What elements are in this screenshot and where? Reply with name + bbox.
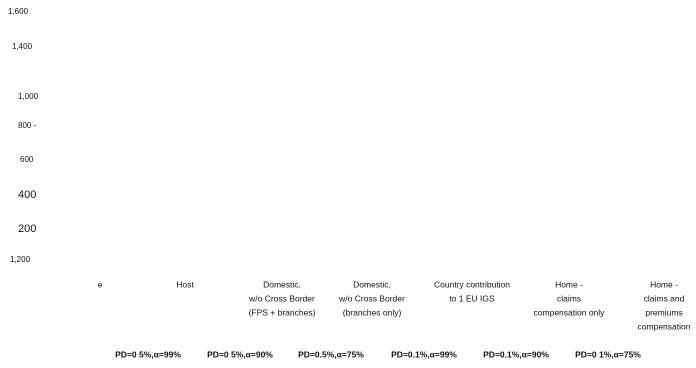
series-label: PD=0.1%,α=99% <box>391 349 457 359</box>
series-label: PD=0 5%,α=99% <box>115 349 181 359</box>
x-tick-label: to 1 EU IGS <box>449 293 495 303</box>
x-tick-label: (FPS + branches) <box>249 307 316 317</box>
x-tick-label: Host <box>176 279 194 289</box>
x-tick-label: compensation <box>638 321 691 331</box>
x-tick-label: premiums <box>645 307 682 317</box>
x-tick-label: Domestic, <box>263 279 301 289</box>
y-tick-label: 1,000 <box>18 92 39 101</box>
x-tick-label: Home - <box>650 279 678 289</box>
y-tick-label: 600 <box>20 155 34 164</box>
series-label: PD=0 5%,α=90% <box>207 349 273 359</box>
y-tick-label: 1,400 <box>12 42 33 51</box>
y-tick-label: 800 - <box>18 121 37 130</box>
series-label: PD=0 1%,α=75% <box>575 349 641 359</box>
x-tick-label: Domestic, <box>353 279 391 289</box>
series-label: PD=0.5%,α=75% <box>298 349 364 359</box>
x-tick-label: e <box>98 279 103 289</box>
y-tick-label: 200 <box>18 223 36 235</box>
x-tick-label: Home - <box>555 279 583 289</box>
series-label: PD=0.1%,α=90% <box>483 349 549 359</box>
y-tick-label: 1,200 <box>10 255 31 264</box>
y-tick-label: 1,600 <box>8 7 29 16</box>
x-tick-label: Country contribution <box>434 279 510 289</box>
x-tick-label: claims and <box>644 293 685 303</box>
x-tick-label: compensation only <box>534 307 606 317</box>
x-tick-label: claims <box>557 293 581 303</box>
x-tick-label: w/o Cross Border <box>338 293 405 303</box>
x-tick-label: (branches only) <box>343 307 402 317</box>
x-tick-label: w/o Cross Border <box>248 293 315 303</box>
y-tick-label: 400 <box>18 189 36 201</box>
